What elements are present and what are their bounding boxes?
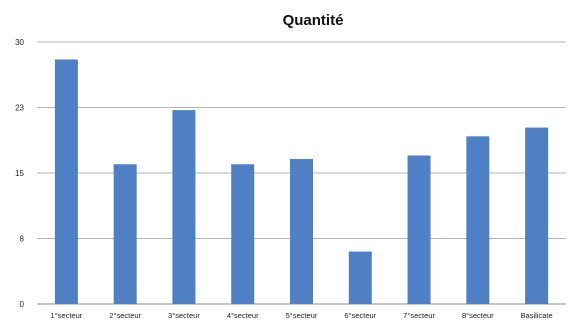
bar [290,159,313,304]
bar [525,127,549,304]
y-tick-label: 30 [15,38,24,47]
x-axis: 1°secteur 2°secteur 3°secteur 4°secteur 5°se… [51,311,553,320]
x-tick-label: 4°secteur [227,311,259,320]
bar [54,59,78,304]
bars [54,59,549,305]
y-tick-label: 23 [15,104,24,113]
x-tick-label: 3°secteur [168,311,200,320]
y-tick-label: 15 [15,169,24,178]
y-axis: 0 8 15 23 30 [15,38,24,309]
y-tick-label: 0 [20,300,25,309]
bar [348,251,372,304]
y-tick-label: 8 [20,235,25,244]
x-tick-label: Basilicate [521,311,553,320]
chart-title: Quantité [283,12,344,29]
bar [172,110,196,305]
x-tick-label: 8°secteur [462,311,494,320]
bar [113,164,137,304]
x-tick-label: 2°secteur [109,311,141,320]
x-tick-label: 5°secteur [286,311,318,320]
bar [231,164,255,304]
x-tick-label: 1°secteur [51,311,83,320]
bar [466,136,490,304]
x-tick-label: 6°secteur [344,311,376,320]
x-tick-label: 7°secteur [403,311,435,320]
bar [407,155,431,304]
